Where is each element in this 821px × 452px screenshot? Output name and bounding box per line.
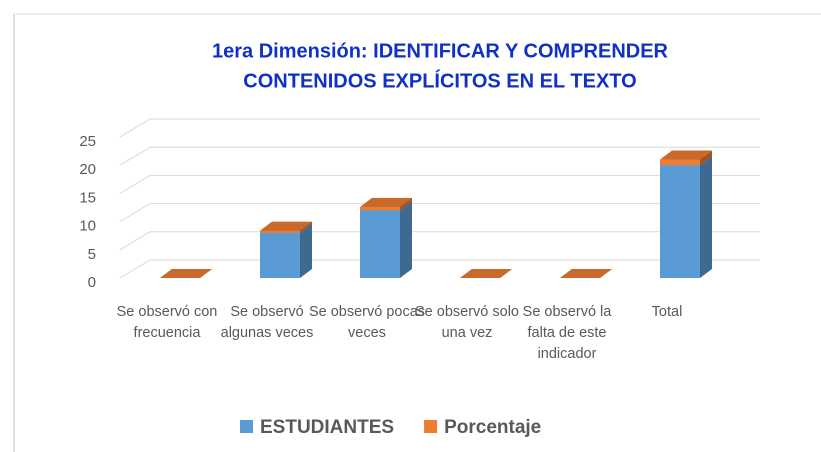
y-tick-label: 5 [88,246,96,263]
x-tick-label: Se observó pocas veces [309,304,425,341]
bar-side [400,201,412,278]
grid-line [119,203,760,223]
y-tick-label: 0 [88,274,96,291]
bar-side [300,221,312,233]
bar-side [400,197,412,211]
bar-segment [660,150,712,166]
chart-title: CONTENIDOS EXPLÍCITOS EN EL TEXTO [243,69,636,92]
bar-segment [360,201,412,278]
x-tick-label: Se observó la falta de este indicador [523,304,613,362]
bar-side [700,156,712,278]
bar-top [360,197,412,207]
x-tick-label: Se observó algunas veces [221,304,314,341]
y-tick-label: 25 [79,133,96,150]
bar-top [660,150,712,160]
x-tick-label: Total [652,304,683,320]
y-tick-label: 10 [79,218,96,235]
bar-top [460,269,512,278]
y-tick-label: 15 [79,189,96,206]
bar-segment [360,197,412,211]
grid-line [119,259,760,279]
bar [360,206,400,211]
x-tick-label: Se observó con frecuencia [117,304,218,341]
bar [360,210,400,278]
legend-swatch [240,420,253,433]
bar-segment [160,269,212,278]
legend-label: ESTUDIANTES [260,417,394,438]
bar-segment [560,269,612,278]
bar-segment [260,221,312,233]
bar-side [300,223,312,278]
legend-label: Porcentaje [444,417,541,438]
y-tick-label: 20 [79,161,96,178]
grid-line [119,231,760,251]
bar [660,165,700,278]
bar [260,232,300,278]
bar-side [700,150,712,166]
bar-top [260,221,312,231]
bar-segment [660,156,712,278]
grid-line [119,118,760,138]
chart-title: 1era Dimensión: IDENTIFICAR Y COMPRENDER [212,40,669,62]
legend-swatch [424,420,438,433]
bar-segment [460,269,512,278]
grid-line [119,146,760,166]
bar-top [560,269,612,278]
bar [260,230,300,233]
bar [660,159,700,166]
x-tick-label: Se observó solo una vez [415,304,519,341]
bar-top [160,269,212,278]
grid-line [119,174,760,194]
